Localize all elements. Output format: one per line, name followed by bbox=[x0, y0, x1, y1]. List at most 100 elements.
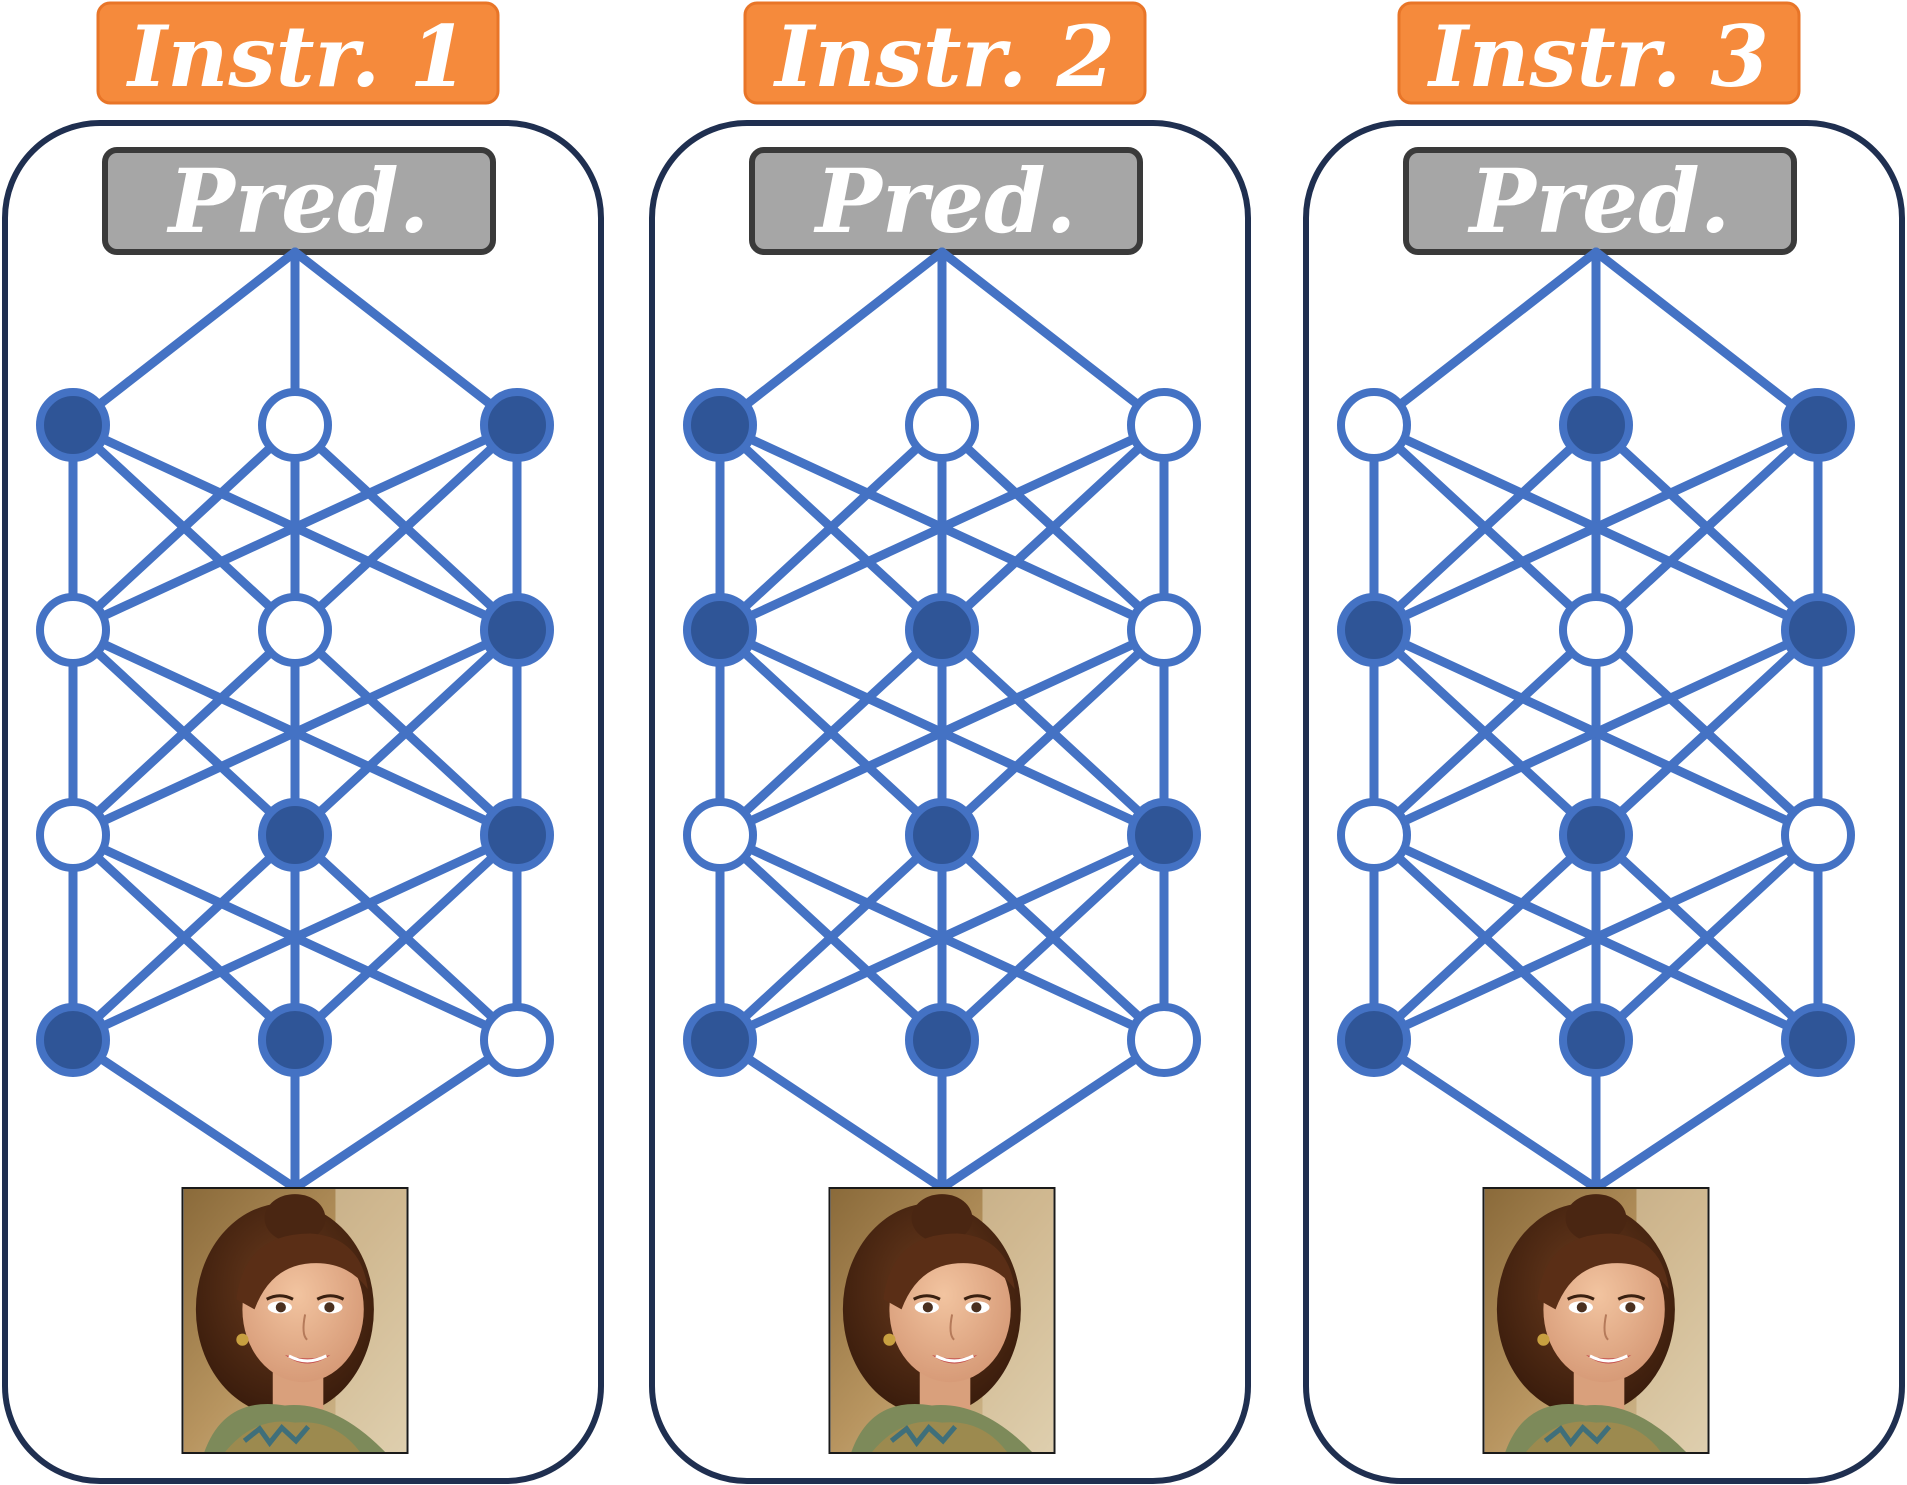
edge-output bbox=[68, 247, 300, 430]
node-inactive bbox=[1781, 798, 1855, 872]
node-active bbox=[1559, 1003, 1633, 1077]
node-inactive bbox=[1337, 798, 1411, 872]
edge-hidden bbox=[290, 420, 522, 635]
panel-frame bbox=[649, 120, 1251, 1484]
node-active bbox=[258, 798, 332, 872]
edge-output bbox=[1369, 247, 1601, 430]
edge-hidden bbox=[1369, 830, 1823, 1045]
edge-hidden bbox=[1369, 420, 1601, 635]
node-active bbox=[480, 593, 554, 667]
node-active bbox=[258, 1003, 332, 1077]
edge-hidden bbox=[1591, 420, 1823, 635]
panel-1: Instr. 1 Pred. bbox=[2, 1, 604, 1484]
prediction-label: Pred. bbox=[1467, 149, 1731, 253]
node-inactive bbox=[36, 798, 110, 872]
nodes bbox=[36, 388, 554, 1077]
node-active bbox=[1559, 798, 1633, 872]
node-inactive bbox=[258, 388, 332, 462]
node-inactive bbox=[480, 1003, 554, 1077]
input-image-frame bbox=[828, 1187, 1056, 1454]
edge-hidden bbox=[68, 625, 300, 840]
edge-hidden bbox=[1369, 625, 1601, 840]
edge-hidden bbox=[715, 420, 947, 635]
input-image-frame bbox=[1482, 1187, 1710, 1454]
node-active bbox=[480, 798, 554, 872]
edge-hidden bbox=[715, 830, 1169, 1045]
edge-hidden bbox=[715, 625, 1169, 840]
node-active bbox=[1781, 1003, 1855, 1077]
instruction-label: Instr. 3 bbox=[1427, 7, 1769, 106]
node-inactive bbox=[1559, 593, 1633, 667]
edge-hidden bbox=[1369, 830, 1601, 1045]
edge-hidden bbox=[68, 830, 522, 1045]
edge-hidden bbox=[68, 830, 300, 1045]
node-active bbox=[1781, 593, 1855, 667]
node-active bbox=[1559, 388, 1633, 462]
node-active bbox=[480, 388, 554, 462]
node-inactive bbox=[1127, 1003, 1201, 1077]
node-active bbox=[905, 798, 979, 872]
edge-hidden bbox=[937, 625, 1169, 840]
edge-hidden bbox=[290, 830, 522, 1045]
node-active bbox=[1337, 1003, 1411, 1077]
input-face-image bbox=[831, 1188, 1054, 1453]
edge-hidden bbox=[937, 830, 1169, 1045]
nodes bbox=[683, 388, 1201, 1077]
prediction-label: Pred. bbox=[813, 149, 1077, 253]
instruction-box bbox=[96, 1, 500, 105]
node-active bbox=[36, 388, 110, 462]
node-active bbox=[905, 593, 979, 667]
edge-hidden bbox=[68, 420, 522, 635]
instruction-label: Instr. 1 bbox=[126, 7, 468, 106]
edge-output bbox=[290, 247, 522, 430]
panel-2: Instr. 2 Pred. bbox=[649, 1, 1251, 1484]
panel-3: Instr. 3 Pred. bbox=[1303, 1, 1905, 1484]
edge-hidden bbox=[715, 420, 1169, 635]
edge-hidden bbox=[937, 420, 1169, 635]
node-inactive bbox=[905, 388, 979, 462]
node-active bbox=[683, 593, 757, 667]
node-active bbox=[683, 388, 757, 462]
instruction-box bbox=[1397, 1, 1801, 105]
edge-hidden bbox=[1369, 420, 1823, 635]
edge-hidden bbox=[715, 625, 947, 840]
node-inactive bbox=[36, 593, 110, 667]
edges bbox=[1369, 247, 1823, 1193]
edge-input bbox=[1591, 1035, 1823, 1193]
node-inactive bbox=[1337, 388, 1411, 462]
node-active bbox=[905, 1003, 979, 1077]
edge-input bbox=[937, 1035, 1169, 1193]
edge-output bbox=[937, 247, 1169, 430]
panel-frame bbox=[1303, 120, 1905, 1484]
edge-output bbox=[715, 247, 947, 430]
node-inactive bbox=[683, 798, 757, 872]
input-face-image bbox=[1485, 1188, 1708, 1453]
edge-input bbox=[68, 1035, 300, 1193]
node-inactive bbox=[258, 593, 332, 667]
edge-hidden bbox=[68, 420, 300, 635]
edges bbox=[715, 247, 1169, 1193]
nodes bbox=[1337, 388, 1855, 1077]
edge-hidden bbox=[290, 625, 522, 840]
node-active bbox=[683, 1003, 757, 1077]
edge-hidden bbox=[1591, 625, 1823, 840]
edge-hidden bbox=[1591, 830, 1823, 1045]
instruction-label: Instr. 2 bbox=[773, 7, 1115, 106]
edge-output bbox=[1591, 247, 1823, 430]
edge-input bbox=[290, 1035, 522, 1193]
node-active bbox=[36, 1003, 110, 1077]
edge-hidden bbox=[1369, 625, 1823, 840]
instruction-box bbox=[743, 1, 1147, 105]
edge-input bbox=[715, 1035, 947, 1193]
node-active bbox=[1127, 798, 1201, 872]
node-inactive bbox=[1127, 388, 1201, 462]
panel-frame bbox=[2, 120, 604, 1484]
node-active bbox=[1781, 388, 1855, 462]
input-image-frame bbox=[181, 1187, 409, 1454]
edge-hidden bbox=[715, 830, 947, 1045]
prediction-label: Pred. bbox=[166, 149, 430, 253]
edge-hidden bbox=[68, 625, 522, 840]
input-face-image bbox=[184, 1188, 407, 1453]
node-inactive bbox=[1127, 593, 1201, 667]
